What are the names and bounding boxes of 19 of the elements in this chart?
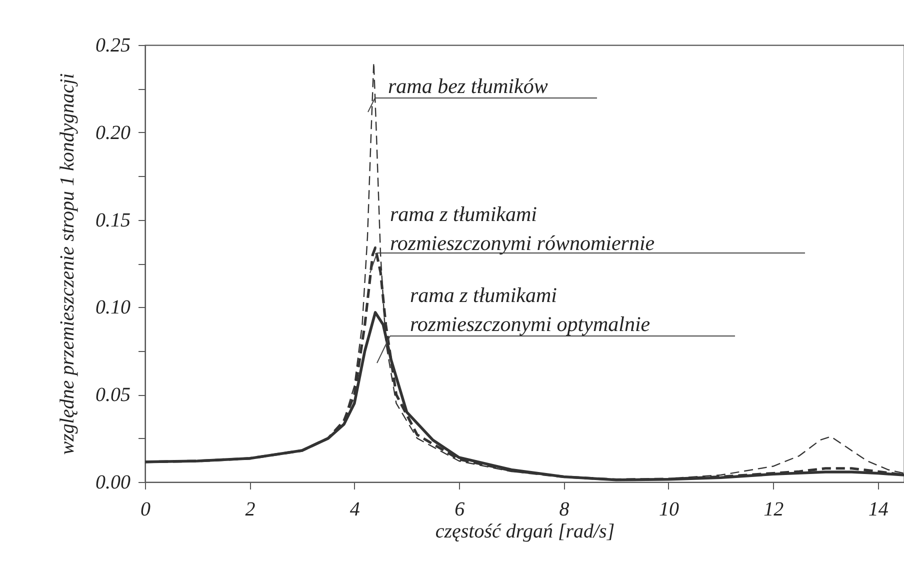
x-tick-label: 4 (350, 498, 360, 520)
y-axis-title: względne przemieszczenie stropu 1 kondygnacji (56, 73, 78, 455)
x-tick-label: 10 (658, 498, 679, 520)
y-tick-label: 0.15 (96, 209, 130, 232)
x-tick-label: 0 (140, 498, 150, 520)
x-tick-label: 2 (245, 498, 256, 520)
x-tick-label: 14 (868, 498, 888, 520)
series-label: rama z tłumikami rozmieszczonymi optymalnie (410, 283, 650, 336)
y-tick-label: 0.10 (96, 296, 130, 319)
x-axis-title: częstość drgań [rad/s] (435, 520, 615, 542)
x-tick-label: 12 (764, 498, 784, 520)
y-tick-label: 0.25 (96, 34, 130, 56)
series-label: rama z tłumikami rozmieszczonymi równomiernie (390, 202, 655, 255)
y-tick-label: 0.05 (96, 384, 130, 406)
y-tick-label: 0.00 (96, 472, 130, 494)
x-tick-label: 6 (454, 498, 465, 520)
x-tick-label: 8 (559, 498, 570, 520)
y-tick-label: 0.20 (96, 122, 130, 144)
series-label: rama bez tłumików (388, 74, 548, 98)
